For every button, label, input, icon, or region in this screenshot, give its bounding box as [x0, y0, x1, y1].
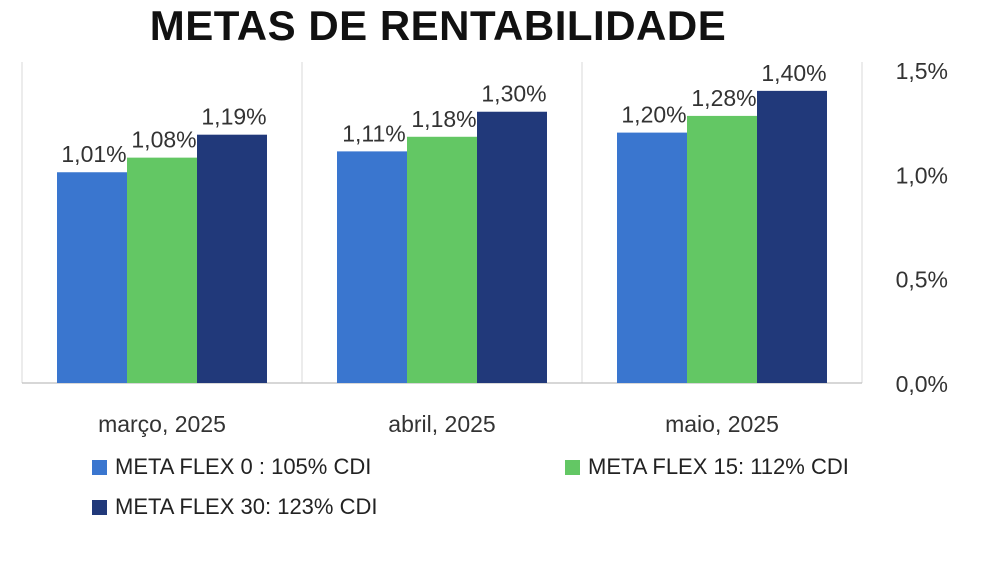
y-tick-label: 0,5% — [896, 267, 948, 293]
bar-3-1 — [197, 134, 267, 383]
legend-swatch-meta-flex-15 — [565, 459, 580, 475]
data-label: 1,20% — [621, 102, 686, 128]
data-label: 1,40% — [761, 60, 826, 86]
legend-label-meta-flex-0: META FLEX 0 : 105% CDI — [115, 454, 372, 479]
x-tick-label: abril, 2025 — [388, 411, 495, 437]
legend-swatch-meta-flex-30 — [92, 499, 107, 515]
data-label: 1,19% — [201, 104, 266, 130]
legend-item-meta-flex-30: META FLEX 30: 123% CDI — [92, 494, 377, 520]
bar-3-3 — [757, 90, 827, 383]
legend-item-meta-flex-0: META FLEX 0 : 105% CDI — [92, 454, 371, 480]
data-label: 1,18% — [411, 106, 476, 132]
bar-2-3 — [687, 115, 757, 383]
data-label: 1,11% — [342, 120, 406, 146]
y-tick-label: 1,0% — [896, 162, 948, 188]
legend-label-meta-flex-15: META FLEX 15: 112% CDI — [588, 454, 849, 479]
bar-1-2 — [337, 151, 407, 383]
y-tick-label: 1,5% — [896, 58, 948, 84]
data-label: 1,08% — [131, 127, 196, 153]
y-tick-label: 0,0% — [896, 371, 948, 397]
legend-swatch-meta-flex-0 — [92, 459, 107, 475]
bar-2-1 — [127, 157, 197, 383]
legend-label-meta-flex-30: META FLEX 30: 123% CDI — [115, 494, 378, 519]
data-label: 1,30% — [481, 81, 546, 107]
data-label: 1,28% — [691, 85, 756, 111]
data-label: 1,01% — [61, 141, 126, 167]
legend-item-meta-flex-15: META FLEX 15: 112% CDI — [565, 454, 849, 480]
bar-2-2 — [407, 136, 477, 383]
bar-1-1 — [57, 172, 127, 383]
x-tick-label: maio, 2025 — [665, 411, 779, 437]
bar-1-3 — [617, 132, 687, 383]
chart-title: METAS DE RENTABILIDADE — [149, 2, 727, 49]
x-tick-label: março, 2025 — [98, 411, 226, 437]
bar-3-2 — [477, 111, 547, 383]
